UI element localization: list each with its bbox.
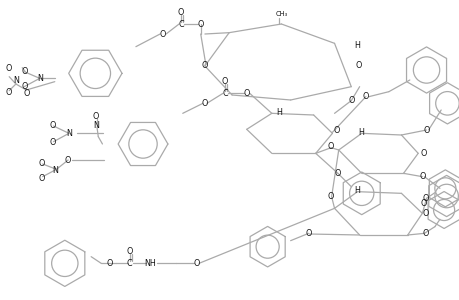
Text: O: O <box>23 89 29 98</box>
Text: H: H <box>276 108 282 117</box>
Text: O: O <box>21 67 28 76</box>
Text: O: O <box>355 61 361 70</box>
Text: O: O <box>305 229 311 238</box>
Text: O: O <box>422 209 428 218</box>
Text: O: O <box>243 89 249 98</box>
Text: O: O <box>326 192 333 201</box>
Text: O: O <box>193 259 199 268</box>
Text: O: O <box>126 247 133 256</box>
Text: N: N <box>93 121 99 130</box>
Text: NH: NH <box>145 259 156 268</box>
Text: O: O <box>422 194 428 203</box>
Text: N: N <box>37 74 43 83</box>
Text: O: O <box>178 8 184 17</box>
Text: O: O <box>93 112 99 121</box>
Text: H: H <box>357 128 363 137</box>
Text: O: O <box>347 96 354 105</box>
Text: O: O <box>39 159 45 168</box>
Text: O: O <box>21 82 28 91</box>
Text: O: O <box>5 64 11 73</box>
Text: O: O <box>64 155 71 164</box>
Text: O: O <box>362 92 368 101</box>
Text: O: O <box>326 142 333 151</box>
Text: O: O <box>333 125 339 134</box>
Text: H: H <box>353 186 359 195</box>
Text: C: C <box>222 89 227 98</box>
Text: O: O <box>160 29 166 38</box>
Text: O: O <box>49 121 56 130</box>
Text: O: O <box>419 149 425 158</box>
Text: O: O <box>49 138 56 147</box>
Text: O: O <box>418 172 425 181</box>
Text: O: O <box>197 20 203 28</box>
Text: O: O <box>422 125 429 134</box>
Text: O: O <box>202 99 207 108</box>
Text: O: O <box>221 77 228 86</box>
Text: CH₃: CH₃ <box>275 11 287 17</box>
Text: N: N <box>52 166 58 175</box>
Text: N: N <box>13 76 19 85</box>
Text: H: H <box>354 40 360 50</box>
Text: C: C <box>178 20 184 28</box>
Text: O: O <box>422 229 428 238</box>
Text: O: O <box>106 259 113 268</box>
Text: N: N <box>66 129 72 138</box>
Text: O: O <box>419 199 425 208</box>
Text: O: O <box>334 169 340 178</box>
Text: O: O <box>39 174 45 183</box>
Text: O: O <box>202 61 207 70</box>
Text: O: O <box>5 88 11 97</box>
Text: C: C <box>127 259 132 268</box>
